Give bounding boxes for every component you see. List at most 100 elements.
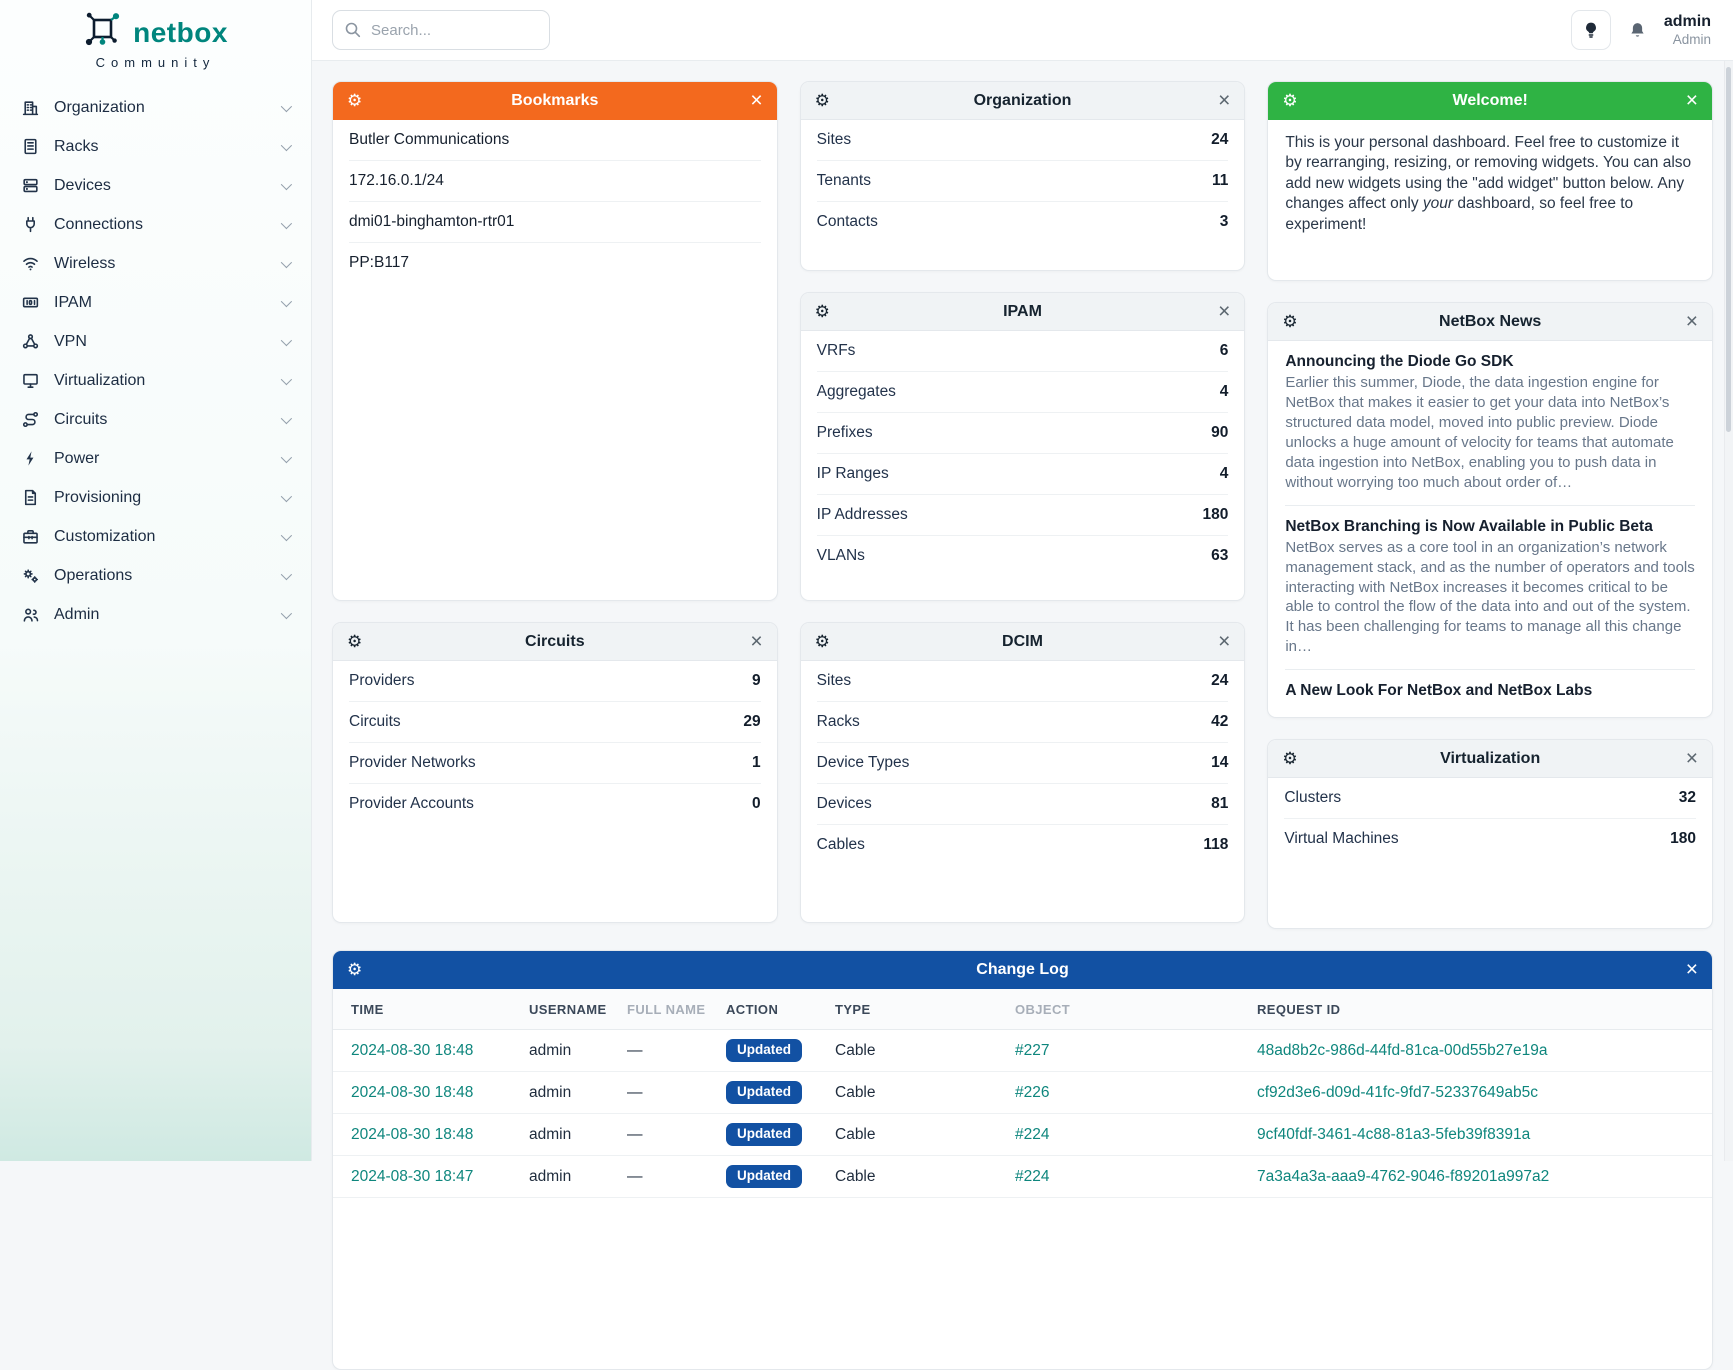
bookmark-item[interactable]: 172.16.0.1/24 bbox=[349, 161, 761, 202]
change-request-id-link[interactable]: 7a3a4a3a-aaa9-4762-9046-f89201a997a2 bbox=[1257, 1168, 1549, 1185]
change-time-link[interactable]: 2024-08-30 18:48 bbox=[351, 1084, 473, 1101]
brand-subtitle: Community bbox=[96, 55, 216, 70]
search-input[interactable] bbox=[332, 10, 550, 50]
sidebar-item-virtualization[interactable]: Virtualization bbox=[0, 361, 311, 400]
gear-icon[interactable]: ⚙ bbox=[811, 82, 834, 119]
change-object-link[interactable]: #226 bbox=[1015, 1084, 1049, 1101]
bookmark-item[interactable]: dmi01-binghamton-rtr01 bbox=[349, 202, 761, 243]
close-icon[interactable]: × bbox=[1682, 951, 1702, 988]
sidebar-item-power[interactable]: Power bbox=[0, 439, 311, 478]
table-header-row: TIME USERNAME FULL NAME ACTION TYPE OBJE… bbox=[333, 989, 1712, 1030]
change-request-id-link[interactable]: 48ad8b2c-986d-44fd-81ca-00d55b27e19a bbox=[1257, 1042, 1547, 1059]
search-container bbox=[332, 10, 550, 50]
gear-icon[interactable]: ⚙ bbox=[343, 623, 366, 660]
news-item-title-link[interactable]: A New Look For NetBox and NetBox Labs bbox=[1285, 682, 1695, 700]
change-full-name: — bbox=[619, 1114, 718, 1156]
table-row: 2024-08-30 18:48 admin — Updated Cable #… bbox=[333, 1030, 1712, 1072]
change-object-link[interactable]: #227 bbox=[1015, 1042, 1049, 1059]
sidebar-item-devices[interactable]: Devices bbox=[0, 166, 311, 205]
sidebar-item-circuits[interactable]: Circuits bbox=[0, 400, 311, 439]
change-full-name: — bbox=[619, 1030, 718, 1072]
stat-label: Provider Accounts bbox=[349, 795, 474, 813]
gear-icon[interactable]: ⚙ bbox=[343, 951, 366, 988]
close-icon[interactable]: × bbox=[1214, 293, 1234, 330]
change-request-id-link[interactable]: 9cf40fdf-3461-4c88-81a3-5feb39f8391a bbox=[1257, 1126, 1530, 1143]
close-icon[interactable]: × bbox=[1214, 82, 1234, 119]
scrollbar-thumb[interactable] bbox=[1726, 67, 1731, 432]
change-username: admin bbox=[521, 1114, 619, 1156]
close-icon[interactable]: × bbox=[1682, 303, 1702, 340]
change-type: Cable bbox=[827, 1156, 1007, 1198]
sidebar-item-racks[interactable]: Racks bbox=[0, 127, 311, 166]
chevron-down-icon bbox=[281, 295, 292, 306]
sidebar-item-ipam[interactable]: IPAM bbox=[0, 283, 311, 322]
change-object-link[interactable]: #224 bbox=[1015, 1168, 1049, 1185]
stat-label: Devices bbox=[817, 795, 872, 813]
chevron-down-icon bbox=[281, 373, 292, 384]
stat-label: Cables bbox=[817, 836, 865, 854]
brand[interactable]: netbox Community bbox=[0, 0, 311, 70]
close-icon[interactable]: × bbox=[1682, 82, 1702, 119]
change-time-link[interactable]: 2024-08-30 18:48 bbox=[351, 1126, 473, 1143]
chevron-down-icon bbox=[281, 412, 292, 423]
sidebar-item-provisioning[interactable]: Provisioning bbox=[0, 478, 311, 517]
chevron-down-icon bbox=[281, 529, 292, 540]
close-icon[interactable]: × bbox=[1214, 623, 1234, 660]
sidebar-item-admin[interactable]: Admin bbox=[0, 595, 311, 634]
bookmark-item[interactable]: Butler Communications bbox=[349, 120, 761, 161]
bookmark-item[interactable]: PP:B117 bbox=[349, 243, 761, 283]
change-time-link[interactable]: 2024-08-30 18:47 bbox=[351, 1168, 473, 1185]
sidebar-item-customization[interactable]: Customization bbox=[0, 517, 311, 556]
bookmark-label: 172.16.0.1/24 bbox=[349, 172, 444, 190]
close-icon[interactable]: × bbox=[1682, 740, 1702, 777]
gear-icon[interactable]: ⚙ bbox=[1278, 303, 1301, 340]
gear-icon[interactable]: ⚙ bbox=[343, 82, 366, 119]
theme-toggle-button[interactable] bbox=[1571, 10, 1611, 50]
sidebar-item-connections[interactable]: Connections bbox=[0, 205, 311, 244]
gear-icon[interactable]: ⚙ bbox=[811, 293, 834, 330]
close-icon[interactable]: × bbox=[746, 623, 766, 660]
change-object-link[interactable]: #224 bbox=[1015, 1126, 1049, 1143]
close-icon[interactable]: × bbox=[746, 82, 766, 119]
chevron-down-icon bbox=[281, 490, 292, 501]
news-item-title-link[interactable]: Announcing the Diode Go SDK bbox=[1285, 353, 1695, 371]
notifications-button[interactable] bbox=[1627, 20, 1648, 41]
change-time-link[interactable]: 2024-08-30 18:48 bbox=[351, 1042, 473, 1059]
sidebar-item-operations[interactable]: Operations bbox=[0, 556, 311, 595]
sidebar-item-label: IPAM bbox=[54, 294, 281, 312]
news-item-title-link[interactable]: NetBox Branching is Now Available in Pub… bbox=[1285, 518, 1695, 536]
gear-icon[interactable]: ⚙ bbox=[811, 623, 834, 660]
column-header-request-id: REQUEST ID bbox=[1249, 989, 1712, 1030]
change-request-id-link[interactable]: cf92d3e6-d09d-41fc-9fd7-52337649ab5c bbox=[1257, 1084, 1538, 1101]
gear-icon[interactable]: ⚙ bbox=[1278, 82, 1301, 119]
sidebar-item-vpn[interactable]: VPN bbox=[0, 322, 311, 361]
stat-value: 11 bbox=[1212, 172, 1228, 190]
page-scrollbar[interactable] bbox=[1724, 61, 1733, 1161]
gear-icon[interactable]: ⚙ bbox=[1278, 740, 1301, 777]
sidebar-item-organization[interactable]: Organization bbox=[0, 88, 311, 127]
lightning-icon bbox=[20, 449, 40, 469]
user-menu[interactable]: admin Admin bbox=[1664, 12, 1711, 47]
sidebar-item-wireless[interactable]: Wireless bbox=[0, 244, 311, 283]
